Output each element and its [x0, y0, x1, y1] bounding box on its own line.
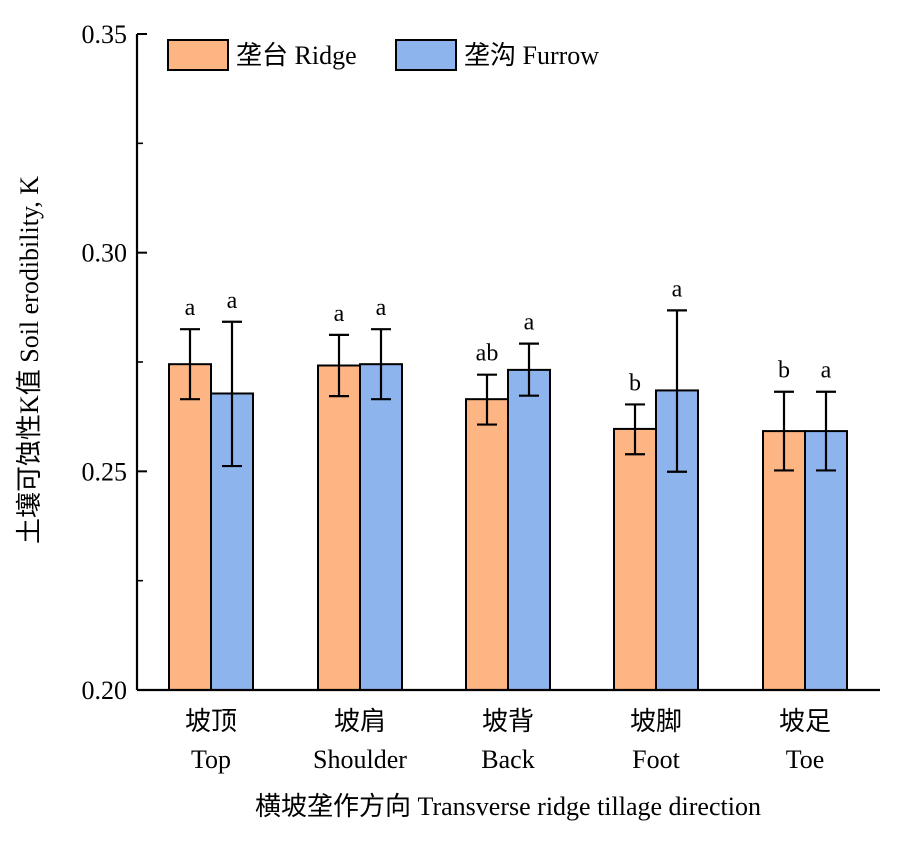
significance-label: b [629, 370, 641, 396]
x-tick-label-en: Toe [786, 745, 825, 774]
x-tick-label-en: Shoulder [313, 745, 407, 774]
significance-label: a [376, 295, 387, 321]
significance-label: a [672, 276, 683, 302]
y-axis-label: 土壤可蚀性K值 Soil erodibility, K [15, 176, 44, 544]
bar-ridge-foot [613, 427, 657, 691]
x-axis-label: 横坡垄作方向 Transverse ridge tillage directio… [255, 792, 761, 821]
legend-swatch-furrow [395, 39, 457, 71]
x-tick-label-zh: 坡顶 [185, 707, 237, 736]
significance-label: a [185, 295, 196, 321]
bar-furrow-back [507, 368, 551, 691]
x-tick-label-zh: 坡背 [482, 707, 534, 736]
y-tick-label: 0.30 [82, 239, 128, 268]
bar-ridge-shoulder [317, 364, 361, 691]
significance-label: ab [476, 341, 499, 367]
bar-furrow-shoulder [359, 363, 403, 691]
x-tick-label-zh: 坡肩 [334, 707, 386, 736]
legend: 垄台 Ridge 垄沟 Furrow [167, 39, 599, 71]
significance-label: a [334, 301, 345, 327]
legend-label-ridge: 垄台 Ridge [236, 41, 357, 70]
x-tick-label-zh: 坡脚 [630, 707, 682, 736]
significance-label: a [524, 310, 535, 336]
significance-label: a [821, 358, 832, 384]
legend-label-furrow: 垄沟 Furrow [464, 41, 599, 70]
axes-layer: 0.20 0.25 0.30 0.35 坡顶 Top 坡肩 Shoulder 坡背 Back 坡脚 F… [82, 20, 880, 774]
y-tick-label: 0.35 [82, 20, 128, 49]
y-tick-label: 0.25 [82, 457, 128, 486]
legend-swatch-ridge [167, 39, 229, 71]
x-tick-label-en: Foot [632, 745, 680, 774]
y-tick-label: 0.20 [82, 676, 128, 705]
significance-label: b [778, 358, 790, 384]
x-tick-label-en: Top [191, 745, 231, 774]
bar-furrow-toe [804, 430, 848, 691]
bar-ridge-top [168, 363, 212, 691]
x-tick-label-en: Back [481, 745, 534, 774]
significance-label: a [227, 288, 238, 314]
bar-ridge-back [465, 398, 509, 691]
bars-layer [168, 363, 848, 691]
x-tick-label-zh: 坡足 [779, 707, 831, 736]
bar-ridge-toe [762, 430, 806, 691]
error-bars-layer [180, 309, 836, 473]
